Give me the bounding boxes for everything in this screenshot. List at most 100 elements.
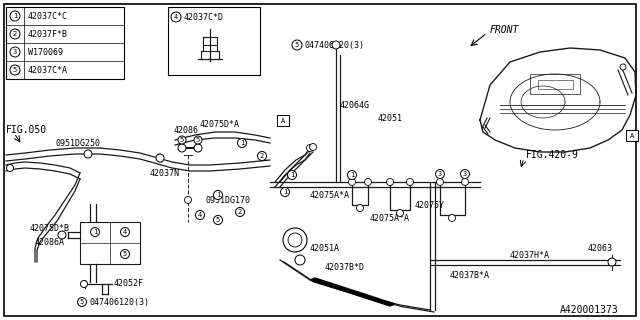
Text: 2: 2 [238,209,242,215]
Text: 5: 5 [123,251,127,257]
Text: 42051: 42051 [378,114,403,123]
Circle shape [287,171,296,180]
Circle shape [77,298,86,307]
Text: 42037C*C: 42037C*C [28,12,68,20]
Text: 42037H*A: 42037H*A [510,251,550,260]
Text: 047406120(3): 047406120(3) [304,41,364,50]
Circle shape [120,228,129,236]
Circle shape [84,150,92,158]
Circle shape [397,210,403,217]
Circle shape [214,215,223,225]
Text: 2: 2 [13,31,17,37]
Circle shape [6,164,13,172]
Text: 5: 5 [196,137,200,143]
Text: 42086A: 42086A [35,237,65,246]
Text: 42037B*D: 42037B*D [325,263,365,273]
Circle shape [194,144,202,152]
Text: 42052F: 42052F [114,279,144,289]
Text: 5: 5 [180,137,184,143]
Circle shape [349,179,355,186]
Circle shape [10,65,20,75]
Circle shape [90,228,99,236]
Text: A: A [630,132,634,139]
Circle shape [387,179,394,186]
Bar [168,7,260,75]
Circle shape [58,231,66,239]
Circle shape [449,214,456,221]
Circle shape [10,11,20,21]
Circle shape [120,250,129,259]
Text: 1: 1 [350,172,354,178]
Circle shape [348,171,356,180]
Text: 42075A*A: 42075A*A [310,190,350,199]
Circle shape [356,204,364,212]
Text: 1: 1 [240,140,244,146]
Circle shape [288,233,302,247]
Text: 1: 1 [216,192,220,198]
Circle shape [283,228,307,252]
Text: FIG.420-9: FIG.420-9 [526,150,579,160]
Circle shape [461,170,470,179]
Circle shape [178,144,186,152]
Text: 42075D*A: 42075D*A [200,119,240,129]
Text: 3: 3 [463,171,467,177]
Bar [80,222,140,264]
Text: 42037N: 42037N [150,169,180,178]
Text: 5: 5 [13,67,17,73]
Circle shape [257,151,266,161]
Bar [538,80,573,89]
Text: 42063: 42063 [588,244,613,252]
Circle shape [292,40,302,50]
Bar [626,130,638,141]
Text: FRONT: FRONT [490,25,520,35]
Circle shape [178,136,186,144]
Text: 2: 2 [260,153,264,159]
Circle shape [332,41,340,49]
Text: 42037C*D: 42037C*D [184,12,224,21]
Circle shape [214,190,223,199]
Text: 42086: 42086 [174,125,199,134]
Text: 42064G: 42064G [340,100,370,109]
Text: 42075A*A: 42075A*A [370,213,410,222]
Circle shape [295,255,305,265]
Circle shape [156,154,164,162]
Circle shape [81,281,88,287]
Text: 1: 1 [290,172,294,178]
Text: 3: 3 [13,49,17,55]
Text: 5: 5 [80,299,84,305]
Circle shape [307,145,314,151]
Text: 047406120(3): 047406120(3) [89,298,149,307]
Text: W170069: W170069 [28,47,63,57]
Text: 42075Y: 42075Y [415,201,445,210]
Circle shape [461,179,468,186]
Bar [277,115,289,126]
Circle shape [365,179,371,186]
Circle shape [184,196,191,204]
Text: 42037C*A: 42037C*A [28,66,68,75]
Circle shape [10,47,20,57]
Text: 42075D*B: 42075D*B [30,223,70,233]
Circle shape [310,143,317,150]
Text: 42037F*B: 42037F*B [28,29,68,38]
Bar [530,74,580,94]
Text: 0951DG170: 0951DG170 [205,196,250,204]
Circle shape [406,179,413,186]
Text: 1: 1 [13,13,17,19]
Text: 0951DG250: 0951DG250 [55,139,100,148]
Circle shape [194,136,202,144]
Circle shape [608,258,616,266]
Text: 5: 5 [216,217,220,223]
Polygon shape [310,278,395,306]
Circle shape [195,211,205,220]
Bar [6,7,124,79]
Circle shape [236,207,244,217]
Text: 42037B*A: 42037B*A [450,270,490,279]
Text: A420001373: A420001373 [560,305,619,315]
Circle shape [436,179,444,186]
Text: 1: 1 [283,189,287,195]
Text: A: A [281,117,285,124]
Text: FIG.050: FIG.050 [6,125,47,135]
Circle shape [620,64,626,70]
Text: 4: 4 [123,229,127,235]
Circle shape [237,139,246,148]
